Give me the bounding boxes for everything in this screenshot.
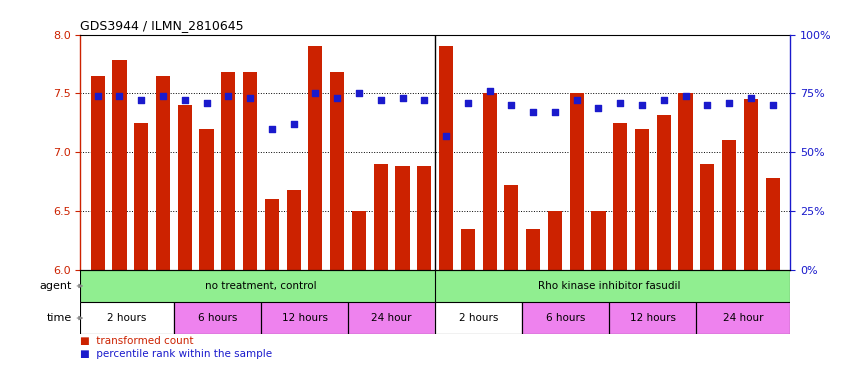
Bar xyxy=(261,302,348,334)
Bar xyxy=(522,302,609,334)
Bar xyxy=(156,76,170,270)
Point xyxy=(352,90,365,96)
Point xyxy=(526,109,539,115)
Bar xyxy=(547,211,561,270)
Bar xyxy=(264,199,279,270)
Bar xyxy=(174,302,261,334)
Point xyxy=(678,93,691,99)
Text: 12 hours: 12 hours xyxy=(629,313,675,323)
Point xyxy=(613,100,626,106)
Bar xyxy=(695,302,789,334)
Text: Rho kinase inhibitor fasudil: Rho kinase inhibitor fasudil xyxy=(538,281,679,291)
Point xyxy=(308,90,322,96)
Bar xyxy=(308,46,322,270)
Point xyxy=(91,93,105,99)
Point xyxy=(722,100,735,106)
Point xyxy=(265,126,279,132)
Text: 2 hours: 2 hours xyxy=(458,313,498,323)
Point xyxy=(700,102,713,108)
Bar xyxy=(504,185,518,270)
Text: 6 hours: 6 hours xyxy=(545,313,585,323)
Point xyxy=(287,121,300,127)
Text: agent: agent xyxy=(40,281,72,291)
Bar xyxy=(439,46,452,270)
Bar xyxy=(90,76,105,270)
Bar xyxy=(373,164,387,270)
Bar xyxy=(482,93,496,270)
Point xyxy=(439,133,452,139)
Text: 2 hours: 2 hours xyxy=(107,313,147,323)
Point xyxy=(765,102,778,108)
Bar xyxy=(243,72,257,270)
Bar xyxy=(286,190,300,270)
Point xyxy=(482,88,495,94)
Text: time: time xyxy=(46,313,72,323)
Bar xyxy=(221,72,235,270)
Bar xyxy=(395,166,409,270)
Bar xyxy=(112,60,127,270)
Bar xyxy=(348,302,435,334)
Bar xyxy=(765,178,779,270)
Bar xyxy=(417,166,430,270)
Bar xyxy=(177,105,192,270)
Bar xyxy=(569,93,583,270)
Bar xyxy=(348,302,435,334)
Bar xyxy=(700,164,713,270)
Text: no treatment, control: no treatment, control xyxy=(205,281,316,291)
Bar xyxy=(80,302,174,334)
Text: ■  percentile rank within the sample: ■ percentile rank within the sample xyxy=(80,349,272,359)
Point xyxy=(569,98,582,104)
Bar xyxy=(134,123,149,270)
Bar xyxy=(609,302,695,334)
Bar xyxy=(634,129,648,270)
Point xyxy=(221,93,235,99)
Bar xyxy=(351,211,365,270)
Bar xyxy=(199,129,214,270)
Point xyxy=(417,98,430,104)
Bar xyxy=(721,141,735,270)
Bar xyxy=(678,93,692,270)
Point xyxy=(657,98,670,104)
Text: 12 hours: 12 hours xyxy=(281,313,327,323)
Point xyxy=(156,93,170,99)
Text: 6 hours: 6 hours xyxy=(197,313,237,323)
Bar xyxy=(522,302,609,334)
Bar xyxy=(435,302,522,334)
Point xyxy=(744,95,757,101)
Bar xyxy=(80,302,174,334)
Bar xyxy=(591,211,605,270)
Point xyxy=(374,98,387,104)
Point xyxy=(112,93,126,99)
Point xyxy=(504,102,517,108)
Point xyxy=(134,98,148,104)
Bar xyxy=(460,229,474,270)
Bar xyxy=(609,302,695,334)
Text: 24 hour: 24 hour xyxy=(722,313,763,323)
Text: GDS3944 / ILMN_2810645: GDS3944 / ILMN_2810645 xyxy=(80,19,244,32)
Point xyxy=(591,104,604,111)
Bar xyxy=(174,302,261,334)
Text: ■  transformed count: ■ transformed count xyxy=(80,336,193,346)
Point xyxy=(395,95,408,101)
Text: 24 hour: 24 hour xyxy=(371,313,411,323)
Bar xyxy=(656,114,670,270)
Bar xyxy=(613,123,626,270)
Point xyxy=(243,95,257,101)
Bar xyxy=(261,302,348,334)
Bar xyxy=(435,302,522,334)
Bar xyxy=(743,99,757,270)
Bar xyxy=(330,72,344,270)
Point xyxy=(548,109,561,115)
Point xyxy=(330,95,344,101)
Bar xyxy=(526,229,539,270)
Bar xyxy=(695,302,789,334)
Point xyxy=(461,100,474,106)
Point xyxy=(178,98,192,104)
Point xyxy=(199,100,213,106)
Point xyxy=(635,102,648,108)
